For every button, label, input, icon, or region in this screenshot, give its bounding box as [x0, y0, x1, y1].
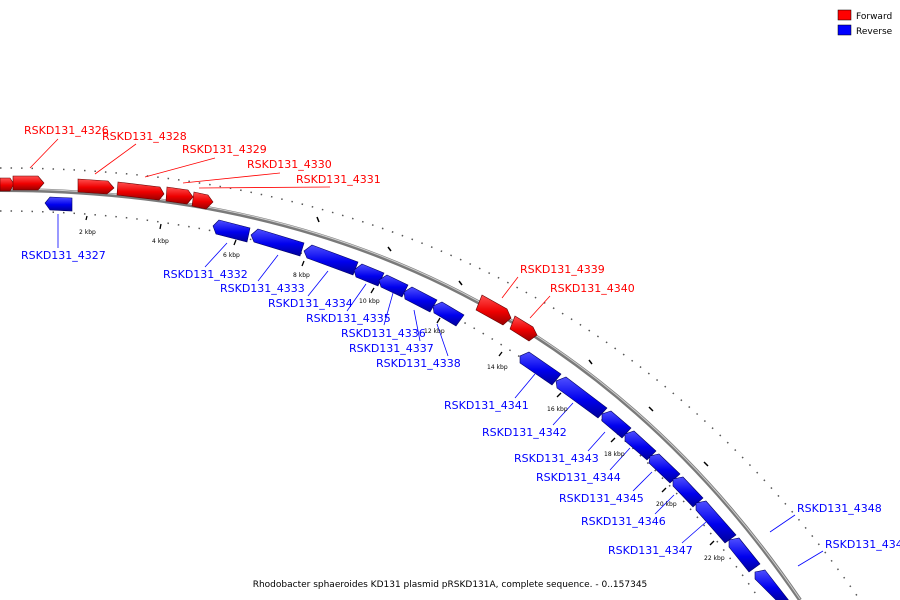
gene-label-RSKD131_4332[interactable]: RSKD131_4332 — [163, 268, 248, 281]
gene-label-RSKD131_4341[interactable]: RSKD131_4341 — [444, 399, 529, 412]
gene-label-RSKD131_4336[interactable]: RSKD131_4336 — [341, 327, 426, 340]
gene-RSKD131_4334-arrow[interactable] — [303, 244, 359, 276]
gene-RSKD131_4339-arrow[interactable] — [475, 294, 512, 326]
gene-label-RSKD131_4344[interactable]: RSKD131_4344 — [536, 471, 621, 484]
gene-label-RSKD131_4330[interactable]: RSKD131_4330 — [247, 158, 332, 171]
gene-RSKD131_4335-arrow[interactable] — [353, 263, 385, 287]
gene-RSKD131_4326-arrow[interactable] — [0, 175, 45, 192]
gene-label-RSKD131_4348[interactable]: RSKD131_4348 — [797, 502, 882, 515]
tick-label-6kbp: 6 kbp — [223, 252, 240, 259]
tick-label-2kbp: 2 kbp — [79, 229, 96, 236]
gene-label-RSKD131_4337[interactable]: RSKD131_4337 — [349, 342, 434, 355]
legend-reverse-swatch — [837, 24, 852, 36]
gene-label-RSKD131_4338[interactable]: RSKD131_4338 — [376, 357, 461, 370]
gene-RSKD131_4327-arrow[interactable] — [44, 196, 73, 212]
backbone-arc — [0, 188, 802, 600]
gene-RSKD131_4333-arrow[interactable] — [250, 228, 305, 257]
tick-label-10kbp: 10 kbp — [359, 298, 380, 305]
gene-RSKD131_4336-arrow[interactable] — [378, 274, 409, 298]
gene-RSKD131_4346-arrow[interactable] — [672, 476, 704, 508]
backbone-arc-highlight — [0, 188, 801, 600]
tick-label-12kbp: 12 kbp — [424, 328, 445, 335]
gene-RSKD131_4344-arrow[interactable] — [624, 430, 657, 461]
gene-RSKD131_4341-arrow[interactable] — [519, 351, 562, 386]
tick-labels: 2 kbp 4 kbp 6 kbp 8 kbp 10 kbp 12 kbp 14… — [79, 229, 725, 562]
gene-RSKD131_4342-arrow[interactable] — [555, 376, 608, 419]
legend-forward-label: Forward — [856, 12, 892, 22]
gene-labels-reverse: RSKD131_4327 RSKD131_4332 RSKD131_4333 R… — [21, 249, 900, 557]
tick-label-14kbp: 14 kbp — [487, 364, 508, 371]
tick-label-18kbp: 18 kbp — [604, 451, 625, 458]
gene-label-RSKD131_4328[interactable]: RSKD131_4328 — [102, 130, 187, 143]
forward-genes — [0, 175, 538, 342]
map-caption: Rhodobacter sphaeroides KD131 plasmid pR… — [253, 580, 648, 590]
gene-RSKD131_4345-arrow[interactable] — [648, 453, 681, 484]
legend-reverse-label: Reverse — [856, 27, 893, 37]
gene-label-RSKD131_4333[interactable]: RSKD131_4333 — [220, 282, 305, 295]
gene-label-RSKD131_4345[interactable]: RSKD131_4345 — [559, 492, 644, 505]
tick-label-22kbp: 22 kbp — [704, 555, 725, 562]
leader-lines-forward — [29, 138, 551, 319]
gene-RSKD131_4343-arrow[interactable] — [601, 410, 632, 439]
gene-label-RSKD131_4334[interactable]: RSKD131_4334 — [268, 297, 353, 310]
gene-RSKD131_4329-arrow[interactable] — [116, 181, 165, 201]
gene-RSKD131_4349-arrow[interactable] — [754, 569, 790, 600]
leader-lines-reverse — [57, 214, 824, 567]
gene-RSKD131_4332-arrow[interactable] — [212, 219, 251, 243]
inner-dotted-ring — [0, 210, 761, 600]
outer-dotted-ring — [0, 167, 861, 600]
outer-major-ticks — [316, 216, 709, 467]
gene-label-RSKD131_4343[interactable]: RSKD131_4343 — [514, 452, 599, 465]
gene-RSKD131_4340-arrow[interactable] — [509, 315, 538, 342]
gene-RSKD131_4348-arrow[interactable] — [728, 537, 761, 573]
inner-major-ticks — [85, 215, 715, 546]
gene-RSKD131_4347-arrow[interactable] — [695, 500, 737, 544]
gene-labels-forward: RSKD131_4326 RSKD131_4328 RSKD131_4329 R… — [24, 124, 635, 295]
gene-label-RSKD131_4347[interactable]: RSKD131_4347 — [608, 544, 693, 557]
tick-label-16kbp: 16 kbp — [547, 406, 568, 413]
gene-label-RSKD131_4327[interactable]: RSKD131_4327 — [21, 249, 106, 262]
legend-forward-swatch — [837, 9, 852, 21]
gene-label-RSKD131_4331[interactable]: RSKD131_4331 — [296, 173, 381, 186]
tick-label-20kbp: 20 kbp — [656, 501, 677, 508]
gene-label-RSKD131_4342[interactable]: RSKD131_4342 — [482, 426, 567, 439]
reverse-genes — [44, 196, 790, 600]
gene-label-RSKD131_4329[interactable]: RSKD131_4329 — [182, 143, 267, 156]
gene-RSKD131_4330-arrow[interactable] — [165, 186, 194, 205]
gene-RSKD131_4331-arrow[interactable] — [191, 191, 214, 210]
gene-RSKD131_4337-arrow[interactable] — [403, 286, 438, 313]
gene-label-RSKD131_4340[interactable]: RSKD131_4340 — [550, 282, 635, 295]
gene-label-RSKD131_4346[interactable]: RSKD131_4346 — [581, 515, 666, 528]
gene-RSKD131_4328-arrow[interactable] — [77, 178, 115, 195]
tick-label-4kbp: 4 kbp — [152, 238, 169, 245]
gene-label-RSKD131_4349[interactable]: RSKD131_4349 — [825, 538, 900, 551]
legend: Forward Reverse — [837, 9, 893, 37]
gene-label-RSKD131_4339[interactable]: RSKD131_4339 — [520, 263, 605, 276]
tick-label-8kbp: 8 kbp — [293, 272, 310, 279]
gene-label-RSKD131_4335[interactable]: RSKD131_4335 — [306, 312, 391, 325]
gene-RSKD131_4338-arrow[interactable] — [432, 301, 465, 327]
gene-label-RSKD131_4326[interactable]: RSKD131_4326 — [24, 124, 109, 137]
